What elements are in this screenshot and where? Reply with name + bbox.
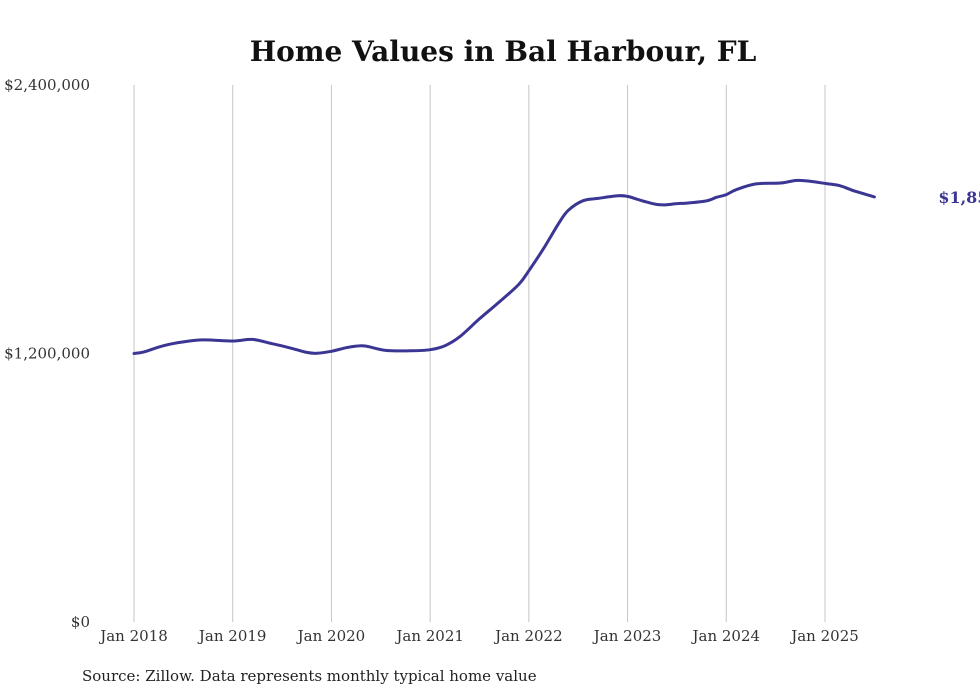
x-tick-label: Jan 2021	[394, 627, 464, 645]
x-tick-label: Jan 2024	[691, 627, 761, 645]
x-tick-label: Jan 2019	[197, 627, 267, 645]
x-tick-label: Jan 2020	[296, 627, 366, 645]
y-tick-label: $2,400,000	[4, 76, 90, 94]
x-tick-label: Jan 2023	[592, 627, 662, 645]
x-tick-label: Jan 2025	[789, 627, 859, 645]
x-tick-label: Jan 2022	[493, 627, 563, 645]
series-line-0	[132, 178, 876, 355]
source-note: Source: Zillow. Data represents monthly …	[82, 667, 537, 685]
series-layer: $1,852,62	[132, 178, 980, 355]
y-tick-label: $0	[71, 613, 90, 631]
x-tick-label: Jan 2018	[98, 627, 168, 645]
chart-title: Home Values in Bal Harbour, FL	[250, 35, 757, 68]
gridlines	[133, 85, 826, 622]
y-axis-ticks: $0 $1,200,000 $2,400,000	[4, 76, 90, 631]
series-end-label: $1,852,62	[938, 188, 980, 207]
x-axis-ticks: Jan 2018 Jan 2019 Jan 2020 Jan 2021 Jan 2022…	[98, 627, 859, 645]
y-tick-label: $1,200,000	[4, 345, 90, 363]
